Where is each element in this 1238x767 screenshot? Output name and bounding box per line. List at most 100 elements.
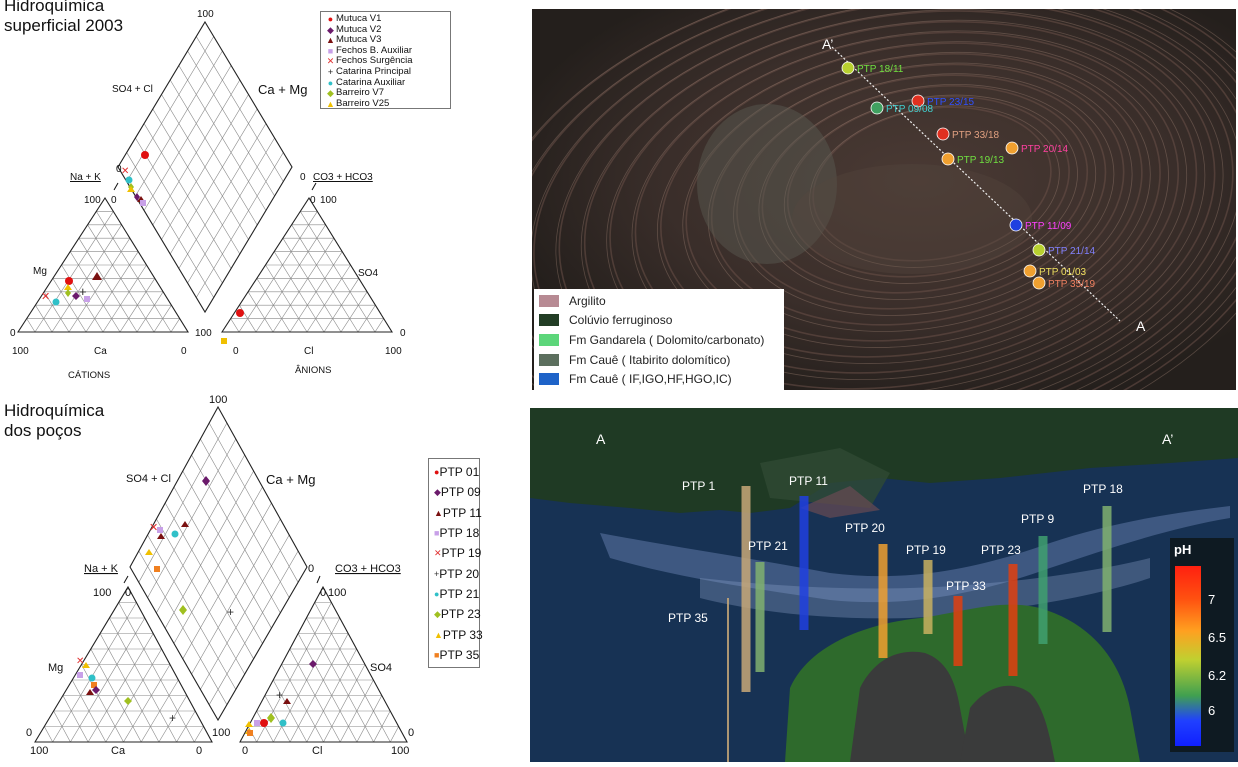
legend-label: PTP 18 <box>439 526 480 541</box>
ph-title: pH <box>1174 542 1192 557</box>
label-ca-2: Ca <box>111 745 126 757</box>
map-legend-label: Colúvio ferruginoso <box>569 313 673 328</box>
tick-100-b: 100 <box>320 195 337 206</box>
legend-label: PTP 35 <box>439 647 480 662</box>
point-ptp09-a <box>309 660 317 668</box>
mine-map: A’ A PTP 18/11 PTP 23/15 PTP 09/08 PTP 33/1… <box>532 9 1236 390</box>
legend-bottom: ● PTP 01 ◆ PTP 09 ▲ PTP 11 ■ PTP 18 ✕ PTP 19 + PTP … <box>428 458 483 668</box>
legend-label: PTP 33 <box>442 627 483 642</box>
point-ptp35-c <box>91 682 97 688</box>
point-barreiro-v7 <box>65 289 71 297</box>
piper-diagram-wells: Hidroquímica dos poços 100 SO4 + Cl Ca +… <box>0 390 520 762</box>
section-well-9: PTP 18 <box>1083 482 1123 632</box>
legend-label: Fechos B. Auxiliar <box>336 44 413 56</box>
sample-points-top: ✕ + ✕ <box>41 151 244 344</box>
well-label: PTP 20/14 <box>1021 144 1069 155</box>
legend-label: PTP 19 <box>441 546 482 561</box>
legend-top-item: ◆ Barreiro V7 <box>325 88 450 99</box>
section-right-label: A’ <box>1162 431 1173 447</box>
well-marker-icon <box>841 61 855 75</box>
section-svg: A A’ PTP 1 PTP 11 PTP 21 PTP 20 PTP 19 PTP 23… <box>530 408 1238 762</box>
well-marker-icon <box>1009 218 1023 232</box>
tick-0-f: 0 <box>400 328 406 339</box>
point-ptp33-d <box>145 549 153 555</box>
section-end-label: A <box>1136 318 1146 334</box>
point-ptp35-a <box>247 730 253 736</box>
point-barreiro-v25 <box>64 284 72 290</box>
title-line-1: Hidroquímica <box>4 401 105 420</box>
caue-dolomitic-layer <box>850 651 970 762</box>
tick-100-e: 100 <box>385 346 402 357</box>
legend-label: Barreiro V25 <box>336 97 390 109</box>
point-ptp33-c <box>82 662 90 668</box>
map-well-6: PTP 19/13 <box>941 152 1005 166</box>
well-label: PTP 18/11 <box>857 64 904 75</box>
point-ptp19-d: ✕ <box>149 522 158 534</box>
well-column <box>1008 564 1018 676</box>
label-cl-2: Cl <box>312 745 322 757</box>
label-anions: ÂNIONS <box>295 365 331 376</box>
point-ptp18-a <box>254 720 260 726</box>
point-catarina-principal: + <box>79 284 87 299</box>
map-well-9: PTP 01/03 <box>1023 264 1087 278</box>
point-barreiro-v25-a <box>221 338 227 344</box>
well-marker-icon <box>941 152 955 166</box>
map-legend: Argilito Colúvio ferruginoso Fm Gandarela … <box>534 289 784 390</box>
legend-top: ● Mutuca V1 ◆ Mutuca V2 ▲ Mutuca V3 ■ Fechos B.… <box>320 11 451 109</box>
tick-0-c2: 0 <box>125 587 131 599</box>
legend-marker-icon: ◆ <box>434 486 441 497</box>
map-legend-item: Colúvio ferruginoso <box>539 311 784 331</box>
point-mutuca-v1-a <box>236 309 244 317</box>
legend-bottom-item: + PTP 20 <box>434 563 479 583</box>
tick-0-e2: 0 <box>26 727 32 739</box>
well-column <box>799 496 809 630</box>
legend-bottom-item: ◆ PTP 09 <box>434 482 481 502</box>
legend-marker-icon: ◆ <box>327 24 334 35</box>
tick-0-a: 0 <box>116 164 122 175</box>
well-label: PTP 35/19 <box>1048 279 1096 290</box>
well-label: PTP 11 <box>789 474 828 488</box>
well-label: PTP 23 <box>981 543 1021 557</box>
point-mutuca-v2-d <box>134 193 140 201</box>
piper-svg-top: 100 SO4 + Cl Ca + Mg Na + K CO3 + HCO3 0… <box>10 9 406 381</box>
arrow-na-k <box>113 182 119 191</box>
point-ptp33-a <box>245 721 253 727</box>
section-well-2: PTP 11 <box>789 474 828 630</box>
point-fechos-surgencia: ✕ <box>41 291 50 303</box>
label-na-k: Na + K <box>70 172 101 183</box>
well-label: PTP 21/14 <box>1048 246 1096 257</box>
tick-100-e2: 100 <box>391 745 409 757</box>
legend-bottom-item: ● PTP 01 <box>434 462 479 482</box>
map-well-7: PTP 11/09 <box>1009 218 1072 232</box>
legend-swatch-icon <box>539 294 559 307</box>
section-well-8: PTP 9 <box>1021 512 1054 644</box>
legend-label: Catarina Principal <box>336 65 411 77</box>
legend-marker-icon: + <box>434 568 440 579</box>
legend-label: Catarina Auxiliar <box>336 76 406 88</box>
point-ptp23-a <box>267 713 275 723</box>
map-legend-label: Fm Cauê ( Itabirito dolomítico) <box>569 352 731 367</box>
tick-100-d: 100 <box>12 346 29 357</box>
well-marker-icon <box>1023 264 1037 278</box>
legend-swatch-icon <box>539 333 559 346</box>
diamond-2 <box>129 405 308 722</box>
point-fechos-aux <box>84 296 90 302</box>
well-marker-icon <box>936 127 950 141</box>
tick-0-d: 0 <box>310 195 316 206</box>
arrow-co3 <box>311 182 317 191</box>
ph-tick-7: 7 <box>1208 592 1216 607</box>
point-catarina-aux <box>52 298 60 306</box>
well-marker-icon <box>1032 243 1046 257</box>
tick-0-f2: 0 <box>408 727 414 739</box>
well-label: PTP 33/18 <box>952 130 1000 141</box>
legend-marker-icon: ■ <box>434 649 440 660</box>
legend-marker-icon: ▲ <box>434 629 443 640</box>
point-ptp21-d <box>171 530 179 538</box>
legend-label: Mutuca V1 <box>336 13 382 24</box>
arrow-co3-2 <box>316 575 321 584</box>
legend-bottom-item: ■ PTP 18 <box>434 523 479 543</box>
map-well-5: PTP 20/14 <box>1005 141 1069 155</box>
legend-top-item: ▲ Barreiro V25 <box>325 97 450 110</box>
legend-bottom-item: ● PTP 21 <box>434 584 479 604</box>
point-ptp01-a <box>260 719 268 727</box>
